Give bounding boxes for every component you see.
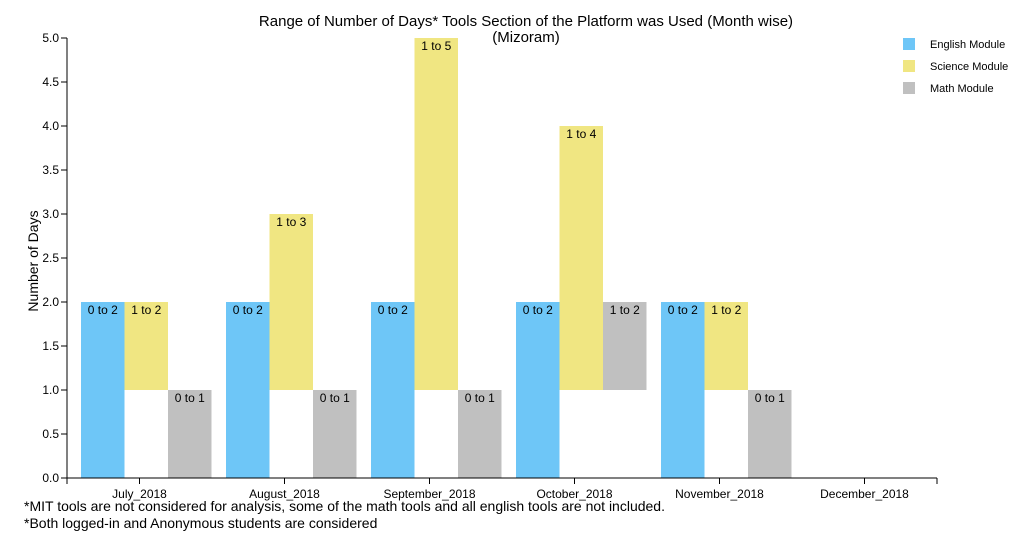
x-tick-label: July_2018 [112, 487, 167, 501]
bar-data-label: 0 to 2 [378, 303, 408, 317]
bar-data-label: 0 to 1 [175, 391, 205, 405]
bar [458, 390, 502, 478]
bar [168, 390, 212, 478]
x-tick-label: September_2018 [383, 487, 475, 501]
y-tick-label: 1.5 [42, 339, 59, 353]
legend-swatch [903, 82, 915, 94]
bar-data-label: 0 to 2 [668, 303, 698, 317]
bar [516, 302, 560, 478]
bar-data-label: 0 to 2 [233, 303, 263, 317]
y-tick-label: 5.0 [42, 31, 59, 45]
y-axis-label: Number of Days [25, 210, 41, 311]
bar-data-label: 1 to 4 [566, 127, 596, 141]
y-tick-label: 3.0 [42, 207, 59, 221]
y-tick-label: 4.5 [42, 75, 59, 89]
bar-data-label: 0 to 2 [88, 303, 118, 317]
bar [313, 390, 357, 478]
legend-label: Math Module [930, 83, 994, 95]
bar-data-label: 0 to 1 [320, 391, 350, 405]
footnote-2: *Both logged-in and Anonymous students a… [24, 515, 378, 531]
bar-data-label: 0 to 1 [755, 391, 785, 405]
bar [661, 302, 705, 478]
legend-swatch [903, 60, 915, 72]
bar [748, 390, 792, 478]
bars-layer: 0 to 2 0 to 2 0 to 2 0 to 2 0 to 2 1 to 2 1 to… [81, 38, 792, 478]
y-tick-label: 4.0 [42, 119, 59, 133]
y-tick-label: 0.0 [42, 471, 59, 485]
bar [371, 302, 415, 478]
y-tick-label: 2.5 [42, 251, 59, 265]
bar [704, 302, 748, 390]
x-tick-label: December_2018 [820, 487, 909, 501]
bar-data-label: 1 to 2 [610, 303, 640, 317]
bar-data-label: 0 to 2 [523, 303, 553, 317]
legend: English Module Science Module Math Module [903, 38, 1008, 95]
bar-data-label: 1 to 5 [421, 39, 451, 53]
bar [226, 302, 270, 478]
chart-subtitle: (Mizoram) [492, 29, 560, 46]
bar [559, 126, 603, 390]
x-tick-label: August_2018 [249, 487, 320, 501]
footnote-1: *MIT tools are not considered for analys… [24, 498, 665, 514]
x-tick-label: November_2018 [675, 487, 764, 501]
y-tick-label: 2.0 [42, 295, 59, 309]
legend-label: Science Module [930, 61, 1008, 73]
bar-data-label: 1 to 3 [276, 215, 306, 229]
y-tick-label: 0.5 [42, 427, 59, 441]
bar [124, 302, 168, 390]
legend-swatch [903, 38, 915, 50]
bar [603, 302, 647, 390]
legend-label: English Module [930, 39, 1005, 51]
bar-data-label: 0 to 1 [465, 391, 495, 405]
bar [81, 302, 125, 478]
y-tick-label: 3.5 [42, 163, 59, 177]
bar [414, 38, 458, 390]
bar [269, 214, 313, 390]
chart-title: Range of Number of Days* Tools Section o… [258, 13, 794, 30]
x-tick-label: October_2018 [536, 487, 612, 501]
axes-layer: 0.0 0.5 1.0 1.5 2.0 2.5 3.0 3.5 4.0 4.5 5.0 Number … [25, 31, 938, 501]
bar-data-label: 1 to 2 [131, 303, 161, 317]
bar-data-label: 1 to 2 [711, 303, 741, 317]
y-tick-label: 1.0 [42, 383, 59, 397]
